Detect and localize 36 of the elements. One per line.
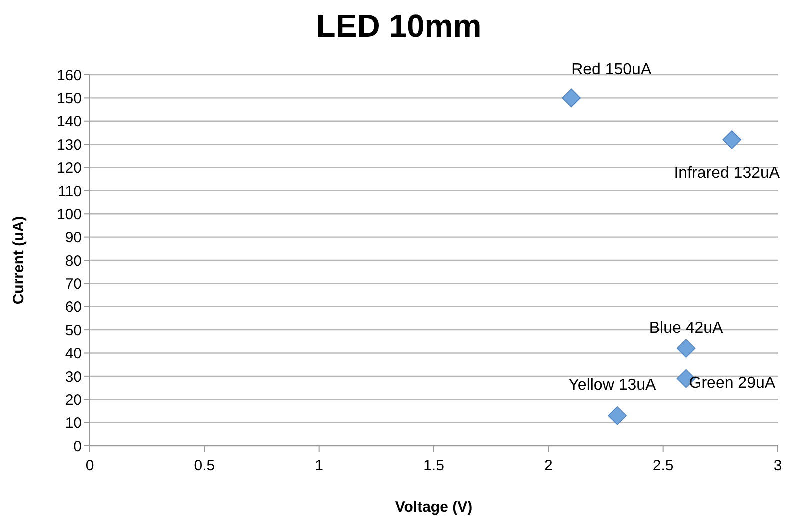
y-tick-label: 120 <box>56 160 82 178</box>
point <box>676 339 696 358</box>
point <box>562 88 581 108</box>
y-tick-label: 10 <box>65 415 82 432</box>
x-tick-label: 1.5 <box>424 458 444 475</box>
x-tick-label: 0.5 <box>194 458 216 475</box>
y-tick-label: 20 <box>65 392 82 409</box>
y-tick-label: 90 <box>65 230 82 247</box>
x-tick-label: 1 <box>315 458 324 475</box>
x-tick-label: 0 <box>86 458 94 475</box>
data-label: Red 150uA <box>572 61 652 78</box>
x-tick-label: 3 <box>774 458 782 475</box>
x-tick-label: 2 <box>544 458 553 475</box>
data-label: Infrared 132uA <box>674 165 780 182</box>
y-tick-label: 140 <box>56 114 82 131</box>
data-label: Blue 42uA <box>649 320 724 337</box>
data-label: Green 29uA <box>689 374 776 392</box>
y-tick-label: 0 <box>74 438 82 456</box>
y-tick-label: 160 <box>56 67 82 84</box>
y-tick-label: 150 <box>56 90 82 108</box>
x-axis-title: Voltage (V) <box>395 499 473 516</box>
y-tick-label: 100 <box>56 206 82 224</box>
data-label: Yellow 13uA <box>568 377 657 394</box>
y-tick-label: 70 <box>65 276 82 294</box>
x-tick-label: 2.5 <box>652 458 674 475</box>
y-tick-label: 80 <box>65 252 82 270</box>
y-axis-title: Current (uA) <box>10 216 28 305</box>
y-tick-label: 60 <box>65 299 82 316</box>
y-tick-label: 40 <box>65 346 82 363</box>
y-tick-label: 110 <box>58 183 82 200</box>
chart-title: LED 10mm <box>315 8 483 45</box>
point <box>608 406 627 426</box>
y-tick-label: 30 <box>65 368 82 386</box>
point <box>722 130 742 150</box>
y-tick-label: 50 <box>65 322 82 340</box>
y-tick-label: 130 <box>56 136 82 154</box>
